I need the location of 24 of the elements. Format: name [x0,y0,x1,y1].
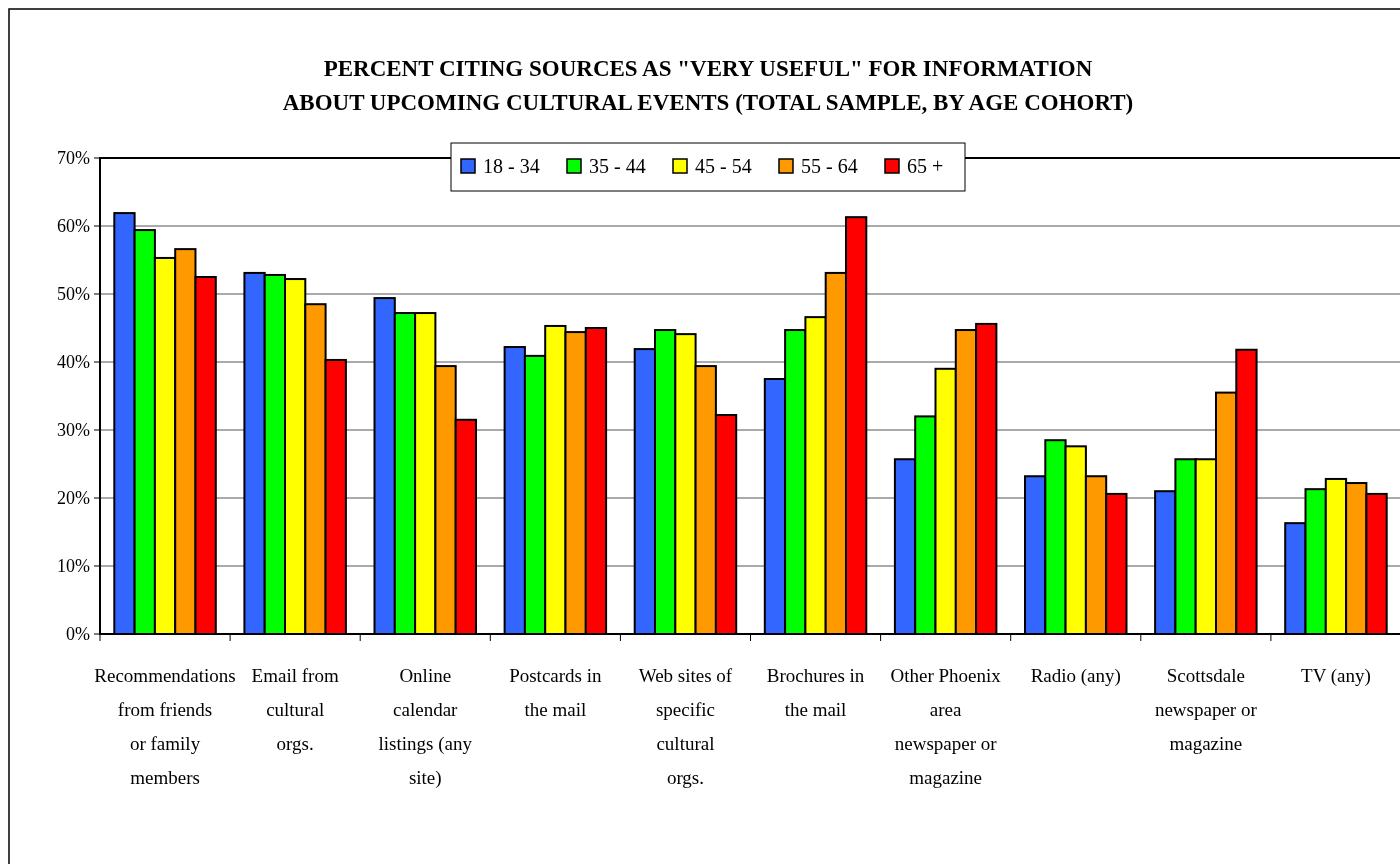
x-tick-label: Radio (any) [1030,665,1121,687]
x-tick-label: Online calendar listings (any site) [378,665,473,789]
legend-label: 55 - 64 [801,155,858,177]
x-tick-label: Recommendations from friends or family members [94,665,236,788]
x-tick-label: Postcards in the mail [509,665,603,720]
x-tick-label: Web sites of specific cultural orgs. [638,665,733,788]
y-tick-label: 0% [66,624,90,644]
legend-label: 65 + [907,155,944,177]
legend-label: 18 - 34 [483,155,540,177]
y-tick-label: 20% [57,488,90,508]
y-tick-label: 50% [57,284,90,304]
x-tick-label: TV (any) [1301,665,1371,687]
y-tick-label: 40% [57,352,90,372]
y-tick-label: 60% [57,216,90,236]
y-tick-label: 30% [57,420,90,440]
legend-label: 45 - 54 [695,155,752,177]
y-tick-label: 10% [57,556,90,576]
chart-title: PERCENT CITING SOURCES AS "VERY USEFUL" FOR INFORMATION ABOUT UPCOMING CULTURAL EVENTS (TOTAL SAMPLE, BY AGE COHORT) [282,56,1134,115]
x-tick-label: Brochures in the mail [766,665,865,720]
x-tick-label: Scottsdale newspaper or magazine [1154,665,1258,754]
x-tick-label: Other Phoenix area newspaper or magazine [890,665,1002,788]
y-tick-label: 70% [57,148,90,168]
legend-label: 35 - 44 [589,155,646,177]
x-tick-label: Email from cultural orgs. [251,665,339,754]
